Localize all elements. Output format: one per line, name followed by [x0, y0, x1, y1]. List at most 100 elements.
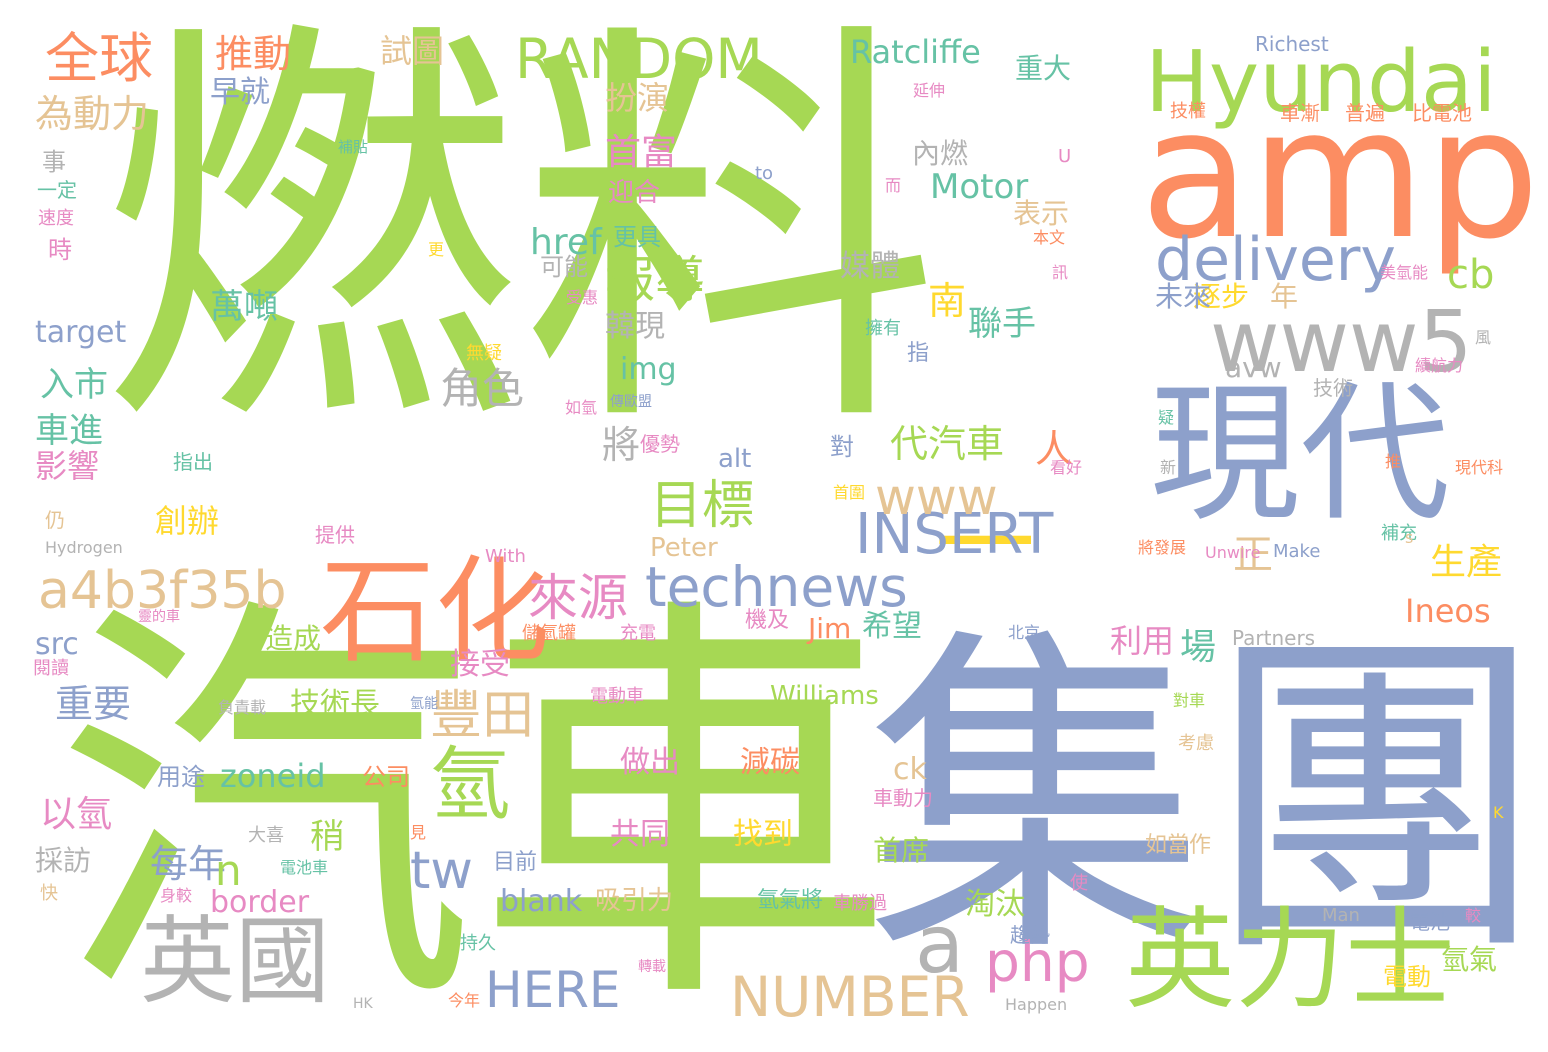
word-4: 現代: [1150, 368, 1451, 542]
word-106: 速度: [38, 208, 74, 229]
word-78: 逐步: [1193, 280, 1250, 313]
word-3: amp: [1140, 70, 1540, 279]
word-145: 充電: [620, 623, 656, 644]
word-157: 見: [410, 823, 427, 842]
word-18: php: [985, 930, 1090, 994]
word-6: www5: [1210, 293, 1473, 392]
word-144: 儲氫罐: [522, 623, 576, 644]
word-39: Williams: [770, 681, 879, 711]
word-115: 美氫能: [1380, 263, 1429, 282]
word-96: 迎合: [608, 178, 661, 208]
word-68: alt: [718, 444, 752, 474]
word-130: 對: [830, 433, 854, 461]
word-114: 訊: [1052, 263, 1069, 282]
word-88: 首席: [873, 834, 930, 867]
word-154: 考慮: [1178, 733, 1214, 754]
word-77: 重大: [1015, 52, 1072, 85]
word-62: 聯手: [968, 304, 1036, 344]
word-36: zoneid: [220, 757, 326, 795]
word-17: HERE: [485, 961, 621, 1019]
word-105: 一定: [37, 178, 77, 202]
word-127: 推: [1385, 452, 1402, 471]
word-152: 電動車: [590, 686, 644, 707]
word-143: 靈的車: [138, 609, 180, 625]
word-124: 技術: [1313, 376, 1353, 400]
word-27: 推動: [215, 32, 292, 76]
word-171: 趨勢: [1010, 923, 1050, 947]
word-42: 首富: [605, 132, 678, 173]
word-86: 採訪: [35, 844, 92, 877]
word-169: 較: [1465, 906, 1482, 925]
word-79: 年: [1270, 280, 1299, 313]
word-37: border: [210, 885, 310, 920]
word-47: 萬噸: [210, 287, 278, 327]
word-172: 轉載: [638, 959, 666, 975]
word-129: 優勢: [640, 432, 680, 456]
word-163: 快: [40, 883, 58, 904]
word-35: 技術長: [290, 687, 380, 722]
word-75: 正: [1233, 532, 1273, 578]
word-117: 指: [907, 341, 930, 366]
word-46: 為動力: [35, 92, 150, 136]
word-60: target: [35, 315, 127, 350]
word-148: Partners: [1232, 626, 1316, 650]
word-52: 以氫: [40, 794, 113, 835]
word-34: n: [215, 846, 242, 895]
word-21: 目標: [650, 476, 755, 536]
word-94: 如當作: [1145, 833, 1212, 858]
word-87: 稍: [310, 817, 344, 857]
word-40: 代汽車: [890, 422, 1005, 466]
word-149: 閱讀: [33, 658, 69, 679]
word-142: s: [1405, 528, 1414, 547]
word-25: www: [875, 468, 998, 526]
word-70: ck: [893, 752, 927, 787]
word-173: 今年: [448, 991, 481, 1010]
word-71: 媒體: [840, 249, 900, 284]
word-61: 生產: [1430, 542, 1503, 583]
word-141: 補充: [1381, 523, 1417, 544]
word-80: 未來: [1155, 280, 1212, 313]
word-97: 更具: [613, 223, 661, 251]
word-93: 電動: [1383, 963, 1431, 991]
word-0: 燃料: [100, 0, 940, 479]
word-116: 擁有: [865, 318, 901, 339]
word-100: 延伸: [913, 81, 946, 100]
word-151: 氫能: [410, 696, 438, 712]
word-140: Make: [1273, 541, 1321, 562]
word-110: U: [1058, 146, 1072, 167]
word-11: 英國: [140, 907, 331, 1017]
word-2: 集團: [866, 602, 1546, 998]
word-123: 傳歐盟: [610, 394, 652, 410]
word-119: 續航力: [1415, 356, 1464, 375]
word-120: 受惠: [566, 288, 599, 307]
word-8: 一: [935, 486, 1035, 603]
word-160: K: [1493, 803, 1504, 822]
word-113: 更: [428, 240, 445, 259]
word-83: 接受: [450, 647, 510, 682]
word-150: 負責載: [218, 698, 267, 717]
word-65: Jim: [808, 612, 852, 645]
word-104: 事: [42, 148, 66, 176]
word-134: 仍: [45, 508, 65, 532]
word-22: 氫: [430, 738, 510, 831]
word-32: Ineos: [1405, 592, 1491, 630]
word-82: 早就: [210, 75, 270, 110]
word-13: technews: [645, 555, 908, 619]
word-92: 氫氣: [1441, 943, 1498, 976]
word-9: 英力士: [1125, 896, 1455, 1024]
word-122: 如氫: [565, 398, 598, 417]
word-126: 新: [1160, 458, 1177, 477]
word-161: 電池車: [280, 858, 329, 877]
word-12: RANDOM: [515, 27, 763, 91]
word-59: src: [35, 627, 79, 662]
word-162: 身較: [160, 886, 193, 905]
word-24: 來源: [528, 569, 628, 627]
word-14: a4b3f35b: [38, 561, 287, 621]
word-10: 石化: [320, 545, 551, 679]
word-31: cb: [1447, 252, 1495, 298]
word-99: 技權: [1170, 101, 1206, 122]
word-15: INSERT: [855, 502, 1054, 567]
word-132: 首圍: [833, 483, 866, 502]
word-26: 全球: [45, 27, 153, 90]
word-170: 持久: [460, 933, 496, 954]
